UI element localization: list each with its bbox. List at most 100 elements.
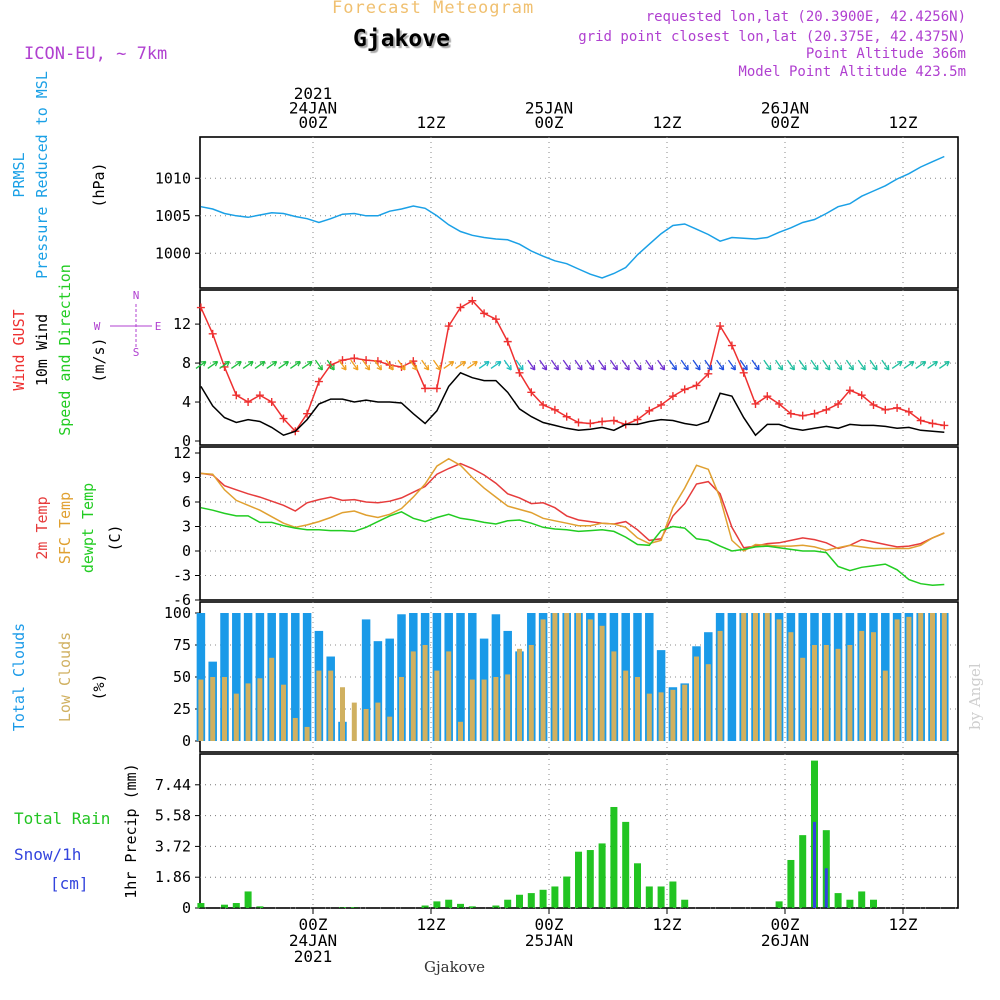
wind-arrow [195, 360, 207, 369]
gust-marker [314, 377, 323, 386]
cloud-bar-low [670, 689, 676, 741]
cloud-bar-low [847, 645, 853, 741]
wind-arrow-head [541, 364, 548, 371]
precip-bar-rain [492, 905, 500, 908]
cloud-bar-low [375, 702, 381, 741]
y-tick-label-temperature: 6 [182, 493, 191, 511]
wind-arrow-shaft [881, 359, 890, 371]
wind-arrow [219, 360, 231, 369]
compass-east: E [155, 320, 162, 333]
requested-coords: requested lon,lat (20.3900E, 42.4256N) [645, 9, 966, 25]
cloud-bar-low [257, 678, 263, 741]
wind-arrow-shaft [326, 359, 335, 371]
wind-arrow-head [777, 364, 784, 371]
cloud-bar-low [351, 702, 357, 741]
wind-arrow [915, 360, 927, 369]
cloud-bar-low [776, 619, 782, 741]
wind-arrow-shaft [195, 361, 207, 369]
wind-arrow [242, 360, 254, 369]
precip-bar-rain [610, 806, 618, 908]
gust-marker [881, 405, 890, 414]
gust-marker [751, 399, 760, 408]
x-tick-top-label-5: 12Z [889, 113, 918, 132]
wind-arrow-shaft [939, 361, 950, 369]
wind-arrow-shaft [362, 359, 371, 371]
wind-arrow-head [920, 360, 927, 367]
cloud-bar-low [717, 630, 723, 741]
panel-unit-clouds: (%) [90, 673, 108, 700]
wind-arrow-shaft [621, 359, 630, 371]
gust-marker [786, 409, 795, 418]
cloud-bar-low [753, 613, 758, 741]
cloud-bar-low [281, 684, 286, 741]
wind-arrow-shaft [857, 359, 866, 371]
gust-marker [633, 415, 642, 424]
cloud-bar-low [363, 709, 369, 741]
wind-arrow [385, 359, 394, 371]
cloud-bar-total [291, 613, 300, 741]
cloud-bar-low [517, 648, 522, 741]
wind-arrow-shaft [891, 361, 903, 369]
cloud-bar-low [292, 717, 298, 741]
wind-arrow [515, 359, 524, 371]
cloud-bar-low [528, 645, 534, 741]
model-altitude: Model Point Altitude 423.5m [738, 64, 966, 80]
wind-arrow [338, 359, 347, 371]
gust-marker [303, 409, 312, 418]
wind-arrow-shaft [798, 359, 807, 371]
cloud-bar-low [646, 693, 652, 741]
wind-arrow [822, 359, 831, 371]
gust-marker [456, 303, 465, 312]
series-line-10m-wind [200, 371, 945, 437]
y-tick-label-pressure: 1010 [155, 169, 191, 187]
y-tick-label-wind: 4 [182, 393, 191, 411]
forecast-title: Forecast Meteogram [332, 0, 535, 18]
gust-marker [279, 414, 288, 423]
wind-arrow [362, 359, 371, 371]
wind-arrow-shaft [385, 359, 394, 371]
wind-arrow-shaft [598, 359, 607, 371]
wind-arrow [857, 359, 866, 371]
x-tick-bottom-label-1: 12Z [417, 915, 446, 934]
cloud-bar-low [587, 619, 593, 741]
wind-arrow-head [824, 364, 831, 371]
x-tick-top-label-4: 00Z [771, 113, 800, 132]
cloud-bar-low [882, 670, 888, 741]
wind-arrow-shaft [704, 359, 713, 371]
precip-bar-rain [421, 905, 429, 908]
wind-arrow-head [813, 364, 819, 371]
wind-arrow [786, 359, 795, 371]
precip-bar-rain [799, 835, 807, 908]
wind-arrow [680, 359, 689, 371]
wind-arrow-shaft [668, 359, 677, 371]
panel-unit-precip: 1hr Precip (mm) [122, 763, 140, 898]
wind-arrow-head [224, 360, 231, 367]
gust-marker [267, 398, 276, 407]
x-tick-top-label-2: 25JAN [525, 99, 573, 118]
wind-arrow [621, 359, 630, 371]
wind-arrow [810, 359, 819, 371]
gust-marker [857, 391, 866, 400]
gust-marker [845, 386, 854, 395]
gust-marker [232, 391, 241, 400]
gust-marker [574, 418, 583, 427]
wind-arrow-shaft [751, 359, 760, 371]
gust-marker [940, 421, 949, 430]
panel-label-precip-snow: Snow/1h [14, 845, 81, 864]
wind-arrow [775, 359, 784, 371]
wind-arrow-head [448, 360, 455, 367]
cloud-bar-low [871, 632, 876, 741]
gust-marker [255, 391, 264, 400]
wind-arrow-head [671, 364, 677, 371]
wind-arrow [869, 359, 878, 371]
wind-arrow-shaft [432, 359, 441, 371]
wind-arrow-shaft [786, 359, 795, 371]
cloud-bar-total [243, 613, 253, 741]
wind-arrow-head [765, 364, 772, 371]
wind-arrow-head [341, 364, 347, 371]
wind-arrow [231, 360, 242, 369]
y-tick-label-wind: 0 [182, 432, 191, 450]
wind-arrow-head [848, 364, 854, 371]
gust-marker [444, 322, 453, 331]
gust-marker [350, 354, 359, 363]
